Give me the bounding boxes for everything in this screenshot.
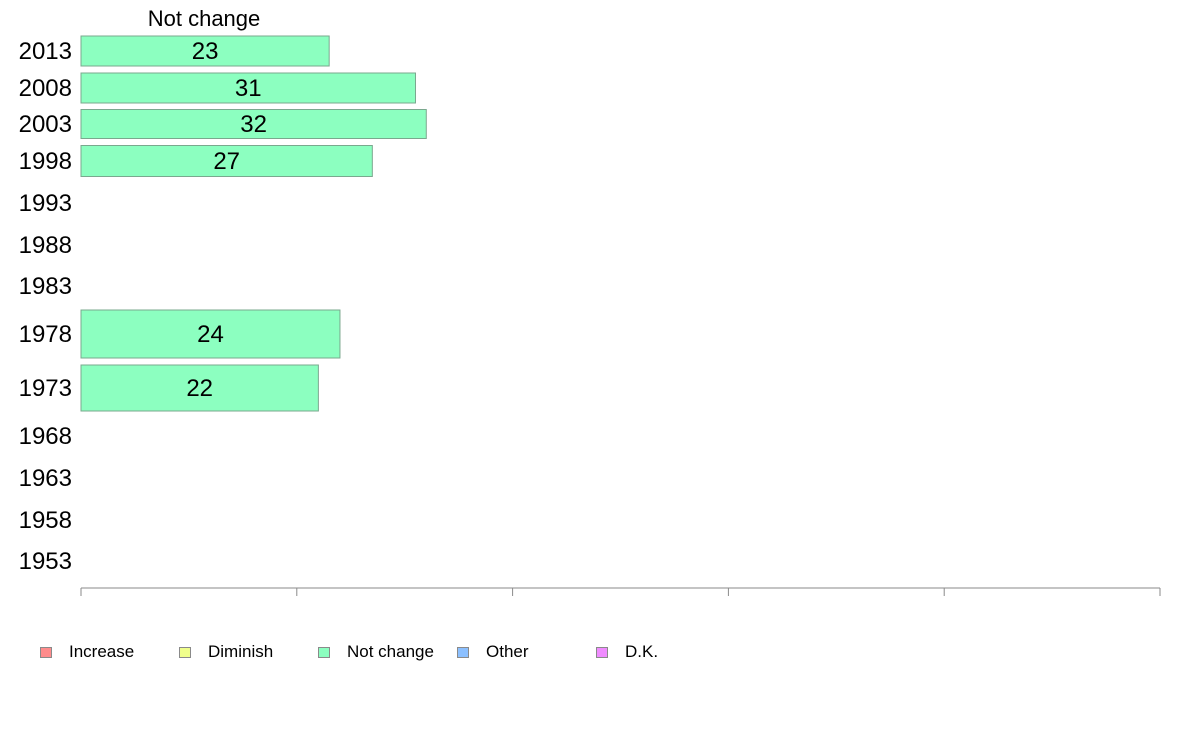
bar-2003 [80, 109, 427, 139]
bar-1978 [80, 309, 341, 359]
legend-label-not-change: Not change [347, 642, 434, 661]
bar-2013 [80, 35, 330, 67]
data-label-2013: 23 [192, 38, 219, 65]
x-tick-label-60: 60 [716, 599, 740, 600]
legend-item-dk: D.K. [596, 640, 658, 664]
legend-swatch-increase [40, 646, 52, 658]
legend-swatch-diminish [179, 646, 191, 658]
legend-label-other: Other [486, 642, 529, 661]
x-tick-label-0: 0 [75, 599, 87, 600]
y-tick-label-1953: 1953 [19, 548, 72, 575]
legend-label-dk: D.K. [625, 642, 659, 661]
data-label-1973: 22 [186, 375, 213, 402]
bar-1998 [80, 145, 373, 177]
category-labels: 2013 2008 2003 1998 1993 1988 1983 1978 1973 1968… [19, 38, 72, 575]
y-tick-label-1973: 1973 [19, 375, 72, 402]
x-tick-label-40: 40 [500, 599, 524, 600]
chart-title: Not change [148, 6, 261, 31]
x-tick-label-20: 20 [285, 599, 309, 600]
legend-item-other: Other [457, 640, 529, 664]
legend-label-increase: Increase [69, 642, 135, 661]
bar-1973 [80, 364, 319, 412]
y-tick-label-1978: 1978 [19, 321, 72, 348]
legend-item-not-change: Not change [318, 640, 434, 664]
y-tick-label-1968: 1968 [19, 423, 72, 450]
y-tick-label-1963: 1963 [19, 465, 72, 492]
x-axis: 0 20 40 60 80 100 [75, 587, 1177, 600]
data-label-2003: 32 [240, 111, 267, 138]
y-tick-label-1988: 1988 [19, 232, 72, 259]
y-tick-label-2008: 2008 [19, 75, 72, 102]
legend-label-diminish: Diminish [208, 642, 274, 661]
y-tick-label-1993: 1993 [19, 190, 72, 217]
x-tick-label-100: 100 [1140, 599, 1177, 600]
x-tick-label-80: 80 [932, 599, 956, 600]
bar-2008 [80, 72, 416, 104]
legend-item-diminish: Diminish [179, 640, 273, 664]
y-tick-label-1998: 1998 [19, 148, 72, 175]
y-tick-label-2003: 2003 [19, 111, 72, 138]
legend-swatch-other [457, 646, 469, 658]
y-tick-label-2013: 2013 [19, 38, 72, 65]
legend-item-increase: Increase [40, 640, 134, 664]
data-label-1978: 24 [197, 321, 224, 348]
y-tick-label-1958: 1958 [19, 507, 72, 534]
data-label-1998: 27 [213, 148, 240, 175]
legend: Increase Diminish Not change Other D.K. [0, 640, 1188, 664]
y-tick-label-1983: 1983 [19, 273, 72, 300]
data-label-2008: 31 [235, 75, 262, 102]
legend-swatch-not-change [318, 646, 330, 658]
legend-swatch-dk [596, 646, 608, 658]
